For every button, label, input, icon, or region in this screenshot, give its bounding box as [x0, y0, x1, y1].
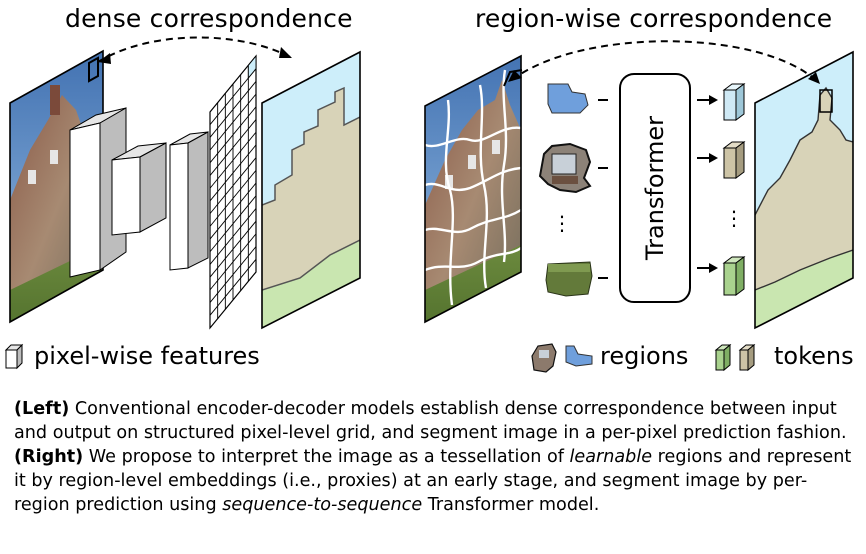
dense-correspondence-arrow: [97, 36, 293, 63]
query-region-box: [819, 89, 833, 113]
region-correspondence-arrow: [511, 40, 819, 83]
figure-caption: (Left) Conventional encoder-decoder mode…: [14, 397, 859, 517]
encoder-block-mid: [111, 142, 167, 236]
caption-right-text-3: Transformer model.: [422, 495, 600, 515]
right-segmentation-output: [755, 52, 853, 328]
transformer-label: Transformer: [641, 116, 669, 261]
left-segmentation-output: [262, 52, 360, 328]
region-patch-sky: [547, 83, 589, 114]
decoder-block: [169, 131, 209, 271]
transformer-block: [619, 73, 691, 303]
pixel-feature-legend-icon: [4, 343, 24, 370]
figure-diagram: ⋮ Transformer ⋮: [4, 36, 854, 373]
token-grass: [722, 256, 746, 296]
right-panel-title: region-wise correspondence: [475, 4, 833, 33]
caption-left-tag: (Left): [14, 399, 70, 419]
left-panel-title: dense correspondence: [65, 4, 353, 33]
caption-left-text: Conventional encoder-decoder models esta…: [14, 399, 847, 443]
right-input-image: [425, 56, 521, 322]
caption-right-text-1: We propose to interpret the image as a t…: [83, 447, 570, 467]
region-patch-grass: [545, 261, 593, 297]
caption-seq2seq: sequence-to-sequence: [222, 495, 423, 515]
region-patch-window: [538, 142, 592, 194]
token-sky: [722, 83, 746, 121]
token-legend-icon-tan: [738, 343, 756, 372]
caption-right-text-2: regions and represent it by region-level…: [14, 447, 852, 515]
caption-learnable: learnable: [569, 447, 653, 467]
query-pixel-box: [88, 56, 99, 83]
token-arrows: [697, 95, 718, 273]
regions-ellipsis: ⋮: [552, 211, 572, 235]
token-legend-icon-green: [714, 343, 732, 372]
regions-legend-label: regions: [600, 342, 689, 370]
pixel-feature-grid: [209, 54, 257, 330]
regions-legend-icon-photo: [531, 343, 557, 373]
tokens-legend-label: tokens: [774, 342, 854, 370]
regions-legend-icon-blue: [565, 345, 593, 367]
caption-right-tag: (Right): [14, 447, 84, 467]
token-building: [722, 141, 746, 179]
pixel-features-legend-label: pixel-wise features: [34, 342, 260, 370]
tokens-ellipsis: ⋮: [724, 206, 744, 230]
